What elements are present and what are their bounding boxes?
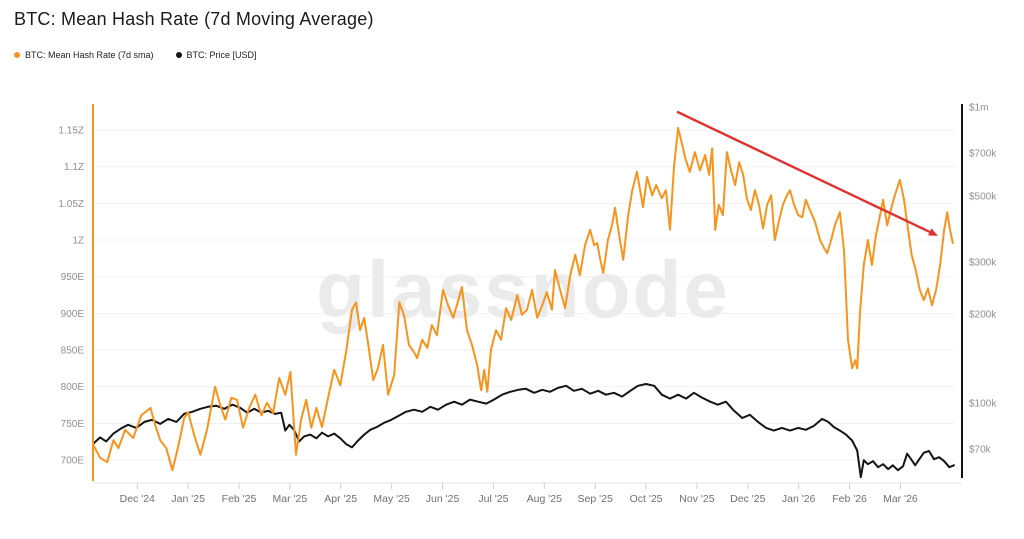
- x-axis-label: May '25: [373, 493, 410, 505]
- trend-arrow-annotation: [676, 110, 938, 237]
- y-axis-label-left: 700E: [61, 455, 85, 466]
- x-axis-label: Aug '25: [527, 493, 562, 505]
- series-price-line: [92, 383, 955, 479]
- y-axis-label-left: 1.15Z: [58, 126, 84, 137]
- x-axis-label: Jul '25: [478, 493, 508, 505]
- y-axis-label-right: $70k: [969, 444, 992, 455]
- y-axis-label-right: $1m: [969, 103, 988, 114]
- series-hashrate-line: [92, 126, 954, 472]
- legend: BTC: Mean Hash Rate (7d sma) BTC: Price […: [14, 50, 257, 60]
- legend-item-price[interactable]: BTC: Price [USD]: [175, 50, 257, 60]
- y-axis-label-left: 1.05Z: [58, 199, 84, 210]
- x-axis-label: Oct '25: [630, 493, 663, 505]
- x-axis-label: Dec '25: [730, 493, 765, 505]
- y-axis-label-right: $700k: [969, 148, 997, 159]
- x-axis-label: Mar '26: [883, 493, 918, 505]
- x-axis-label: Feb '26: [832, 493, 867, 505]
- x-axis-label: Mar '25: [273, 493, 308, 505]
- x-axis-label: Sep '25: [578, 493, 613, 505]
- y-axis-label-right: $500k: [969, 192, 997, 203]
- x-axis-label: Nov '25: [679, 493, 714, 505]
- y-axis-label-left: 750E: [61, 419, 85, 430]
- x-axis-label: Jun '25: [426, 493, 460, 505]
- y-axis-label-left: 1Z: [72, 236, 84, 247]
- legend-item-label: BTC: Price [USD]: [186, 50, 257, 60]
- x-axis-label: Dec '24: [120, 493, 155, 505]
- y-axis-label-right: $300k: [969, 257, 997, 268]
- y-axis-label-right: $200k: [969, 309, 997, 320]
- legend-item-label: BTC: Mean Hash Rate (7d sma): [25, 50, 154, 60]
- y-axis-label-left: 900E: [61, 309, 85, 320]
- y-axis-label-right: $100k: [969, 399, 997, 410]
- watermark: glassnode: [316, 245, 730, 334]
- y-axis-label-left: 950E: [61, 272, 85, 283]
- y-axis-label-left: 1.1Z: [64, 162, 84, 173]
- x-axis-label: Feb '25: [222, 493, 257, 505]
- y-axis-label-left: 800E: [61, 382, 85, 393]
- x-axis-label: Apr '25: [324, 493, 357, 505]
- legend-swatch-icon: [14, 52, 20, 58]
- legend-swatch-icon: [175, 52, 182, 58]
- x-axis-label: Jan '25: [171, 493, 205, 505]
- x-axis-label: Jan '26: [782, 493, 816, 505]
- chart-title: BTC: Mean Hash Rate (7d Moving Average): [14, 9, 374, 29]
- y-axis-label-left: 850E: [61, 346, 85, 357]
- legend-item-hashrate[interactable]: BTC: Mean Hash Rate (7d sma): [14, 50, 154, 60]
